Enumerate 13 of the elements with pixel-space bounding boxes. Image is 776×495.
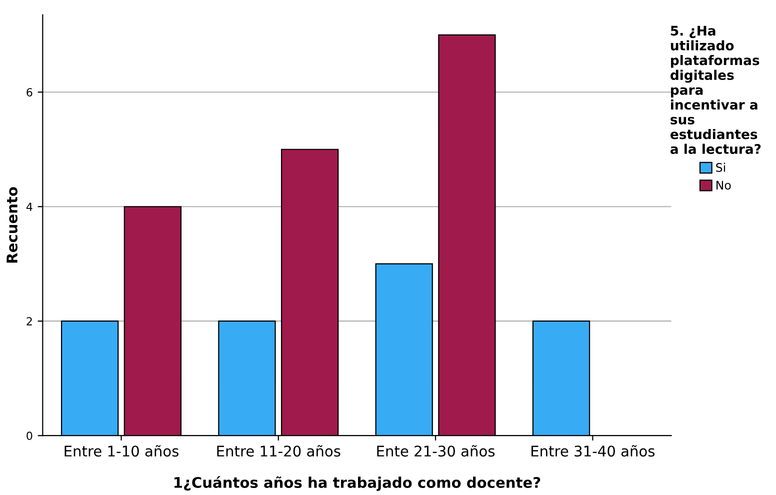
x-tick-label: Entre 11-20 años [217,445,340,457]
y-tick-label: 4 [26,202,32,211]
y-tick-label: 2 [26,317,32,326]
legend-label: Si [716,162,726,172]
y-tick-label: 6 [26,88,32,97]
y-tick-label: 0 [26,432,32,440]
x-tick-label: Ente 21-30 años [377,445,495,457]
x-tick-label: Entre 31-40 años [532,445,655,457]
x-tick-label: Entre 1-10 años [64,445,178,457]
y-axis-title: Recuento [6,187,18,263]
x-axis-title: 1¿Cuántos años ha trabajado como docente? [174,476,540,491]
legend-label: No [716,180,731,190]
text: 5. ¿Ha utilizado plataformas digitales para incentivar a sus estudiantes a la lectura? [670,26,761,154]
